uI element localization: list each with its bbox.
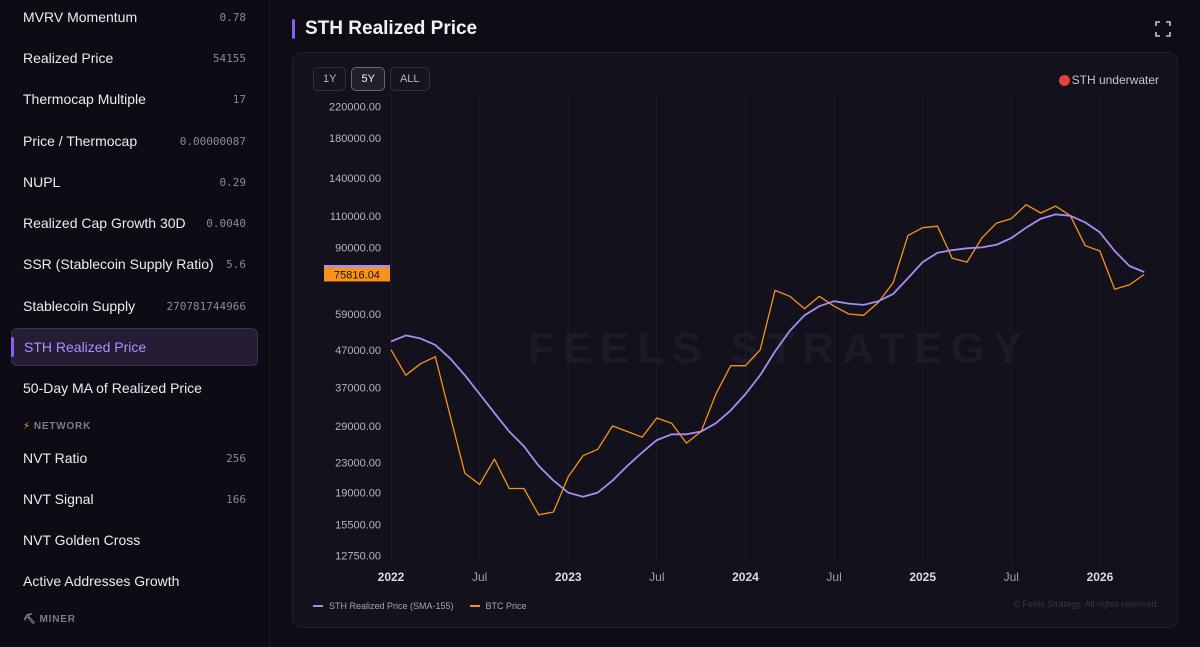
series-line-sth-realized-price — [390, 213, 1145, 498]
legend-label-btc: BTC Price — [485, 601, 527, 611]
legend-swatch-sth — [313, 605, 323, 607]
sidebar-item-value: 256 — [226, 451, 246, 465]
sidebar-item-realized-price[interactable]: Realized Price 54155 — [11, 39, 258, 77]
main-panel: STH Realized Price FEELS STRATEGY 2022 Jul… — [270, 0, 1200, 647]
sidebar-item-nvt-ratio[interactable]: NVT Ratio 256 — [11, 439, 258, 477]
range-button-5y[interactable]: 5Y — [351, 67, 385, 91]
sidebar-item-label: Stablecoin Supply — [23, 298, 136, 314]
sidebar-item-label: MVRV Momentum — [23, 9, 138, 25]
sidebar-item-label: Realized Price — [23, 50, 114, 66]
chart-watermark: FEELS STRATEGY — [528, 324, 1030, 373]
sidebar-item-sth-realized-price[interactable]: STH Realized Price — [11, 328, 258, 366]
section-header-miner: ⛏ MINER — [23, 614, 76, 625]
sidebar-item-label: NVT Golden Cross — [23, 532, 141, 548]
x-tick-label: 2025 — [909, 570, 936, 584]
legend-item-btc[interactable]: BTC Price — [469, 601, 527, 611]
sidebar-item-value: 17 — [232, 92, 246, 106]
sidebar-item-label: SSR (Stablecoin Supply Ratio) — [23, 256, 214, 272]
sidebar-item-label: Thermocap Multiple — [23, 91, 146, 107]
sidebar-item-price-thermocap[interactable]: Price / Thermocap 0.00000087 — [11, 122, 258, 160]
y-tick-label: 23000.00 — [335, 457, 381, 469]
title-accent-bar — [292, 19, 295, 39]
y-tick-label: 19000.00 — [335, 488, 381, 500]
sidebar-item-thermocap-multiple[interactable]: Thermocap Multiple 17 — [11, 80, 258, 118]
sidebar-item-value: 0.29 — [219, 175, 247, 189]
sidebar-item-label: NUPL — [23, 174, 61, 190]
sidebar-item-value: 166 — [226, 492, 246, 506]
y-tick-label: 110000.00 — [330, 211, 381, 223]
price-tag-bg — [324, 267, 390, 282]
section-header-label: NETWORK — [33, 421, 92, 432]
y-tick-label: 220000.00 — [329, 102, 381, 114]
x-tick-label: Jul — [826, 570, 841, 584]
chart-svg: FEELS STRATEGY 2022 Jul 2023 Jul 2024 Jul 2025 J… — [324, 93, 1145, 584]
sidebar-item-label: 50-Day MA of Realized Price — [23, 380, 202, 396]
range-selector: 1Y 5Y ALL — [313, 67, 430, 91]
sidebar-item-value: 0.00000087 — [179, 134, 246, 148]
pickaxe-icon: ⛏ — [23, 614, 37, 625]
y-tick-label: 12750.00 — [335, 550, 381, 562]
sidebar-item-label: STH Realized Price — [24, 339, 147, 355]
legend-swatch-btc — [469, 605, 480, 607]
sidebar-item-label: NVT Signal — [23, 491, 94, 507]
sidebar-item-label: Realized Cap Growth 30D — [23, 215, 186, 231]
page-header: STH Realized Price — [292, 18, 477, 40]
price-tag-value: 75816.04 — [334, 269, 380, 281]
y-tick-label: 140000.00 — [329, 173, 381, 185]
series-line-btc-price — [390, 204, 1145, 516]
section-header-network: ⚡ NETWORK — [23, 421, 91, 432]
copyright-text: © Feels Strategy. All rights reserved. — [1013, 599, 1159, 609]
sidebar-item-50-day-ma-of-realized-price[interactable]: 50-Day MA of Realized Price — [11, 369, 258, 407]
sidebar-item-stablecoin-supply[interactable]: Stablecoin Supply 270781744966 — [11, 287, 258, 325]
sidebar-item-mvrv-momentum[interactable]: MVRV Momentum 0.78 — [11, 0, 258, 36]
y-tick-label: 180000.00 — [329, 133, 381, 145]
x-tick-label: Jul — [472, 570, 487, 584]
range-button-all[interactable]: ALL — [389, 67, 430, 91]
y-tick-label: 90000.00 — [335, 242, 381, 254]
chart-card: FEELS STRATEGY 2022 Jul 2023 Jul 2024 Jul 2025 J… — [292, 52, 1178, 628]
price-tag: 75816.04 — [324, 267, 390, 282]
y-tick-label: 37000.00 — [335, 383, 381, 395]
chart-legend: STH Realized Price (SMA-155) BTC Price — [313, 601, 527, 611]
y-tick-label: 59000.00 — [335, 309, 381, 321]
red-dot-icon — [1058, 74, 1070, 86]
underwater-indicator: STH underwater — [1058, 73, 1159, 87]
page-title: STH Realized Price — [305, 18, 478, 39]
sidebar-item-value: 270781744966 — [166, 299, 246, 313]
y-tick-label: 29000.00 — [335, 421, 381, 433]
sidebar-item-label: Price / Thermocap — [23, 133, 138, 149]
range-button-1y[interactable]: 1Y — [313, 67, 347, 91]
x-tick-label: Jul — [649, 570, 664, 584]
legend-item-sth[interactable]: STH Realized Price (SMA-155) — [313, 601, 454, 611]
x-tick-label: Jul — [1004, 570, 1019, 584]
sidebar-item-label: NVT Ratio — [23, 450, 88, 466]
sidebar-item-value: 5.6 — [226, 257, 246, 271]
underwater-label: STH underwater — [1071, 73, 1159, 87]
x-tick-label: 2026 — [1087, 570, 1114, 584]
y-tick-label: 47000.00 — [335, 345, 381, 357]
sidebar-item-label: Active Addresses Growth — [23, 573, 180, 589]
x-tick-label: 2023 — [555, 570, 582, 584]
sidebar-item-value: 0.78 — [219, 10, 247, 24]
sidebar-item-nupl[interactable]: NUPL 0.29 — [11, 163, 258, 201]
x-tick-label: 2024 — [732, 570, 759, 584]
sidebar-item-realized-cap-growth-30d[interactable]: Realized Cap Growth 30D 0.0040 — [11, 204, 258, 242]
sidebar-item-value: 54155 — [212, 51, 246, 65]
sidebar-item-active-addresses-growth[interactable]: Active Addresses Growth — [11, 562, 258, 600]
x-tick-label: 2022 — [378, 570, 405, 584]
sidebar: MVRV Momentum 0.78 Realized Price 54155 Ther… — [0, 0, 270, 647]
sidebar-item-nvt-golden-cross[interactable]: NVT Golden Cross — [11, 521, 258, 559]
lightning-icon: ⚡ — [23, 421, 31, 432]
sidebar-item-value: 0.0040 — [206, 216, 246, 230]
expand-icon[interactable] — [1154, 20, 1172, 38]
legend-label-sth: STH Realized Price (SMA-155) — [329, 601, 454, 611]
y-tick-label: 15500.00 — [335, 520, 381, 532]
section-header-label: MINER — [39, 614, 76, 625]
sidebar-item-nvt-signal[interactable]: NVT Signal 166 — [11, 480, 258, 518]
sidebar-item-ssr-stablecoin-supply-ratio[interactable]: SSR (Stablecoin Supply Ratio) 5.6 — [11, 245, 258, 283]
